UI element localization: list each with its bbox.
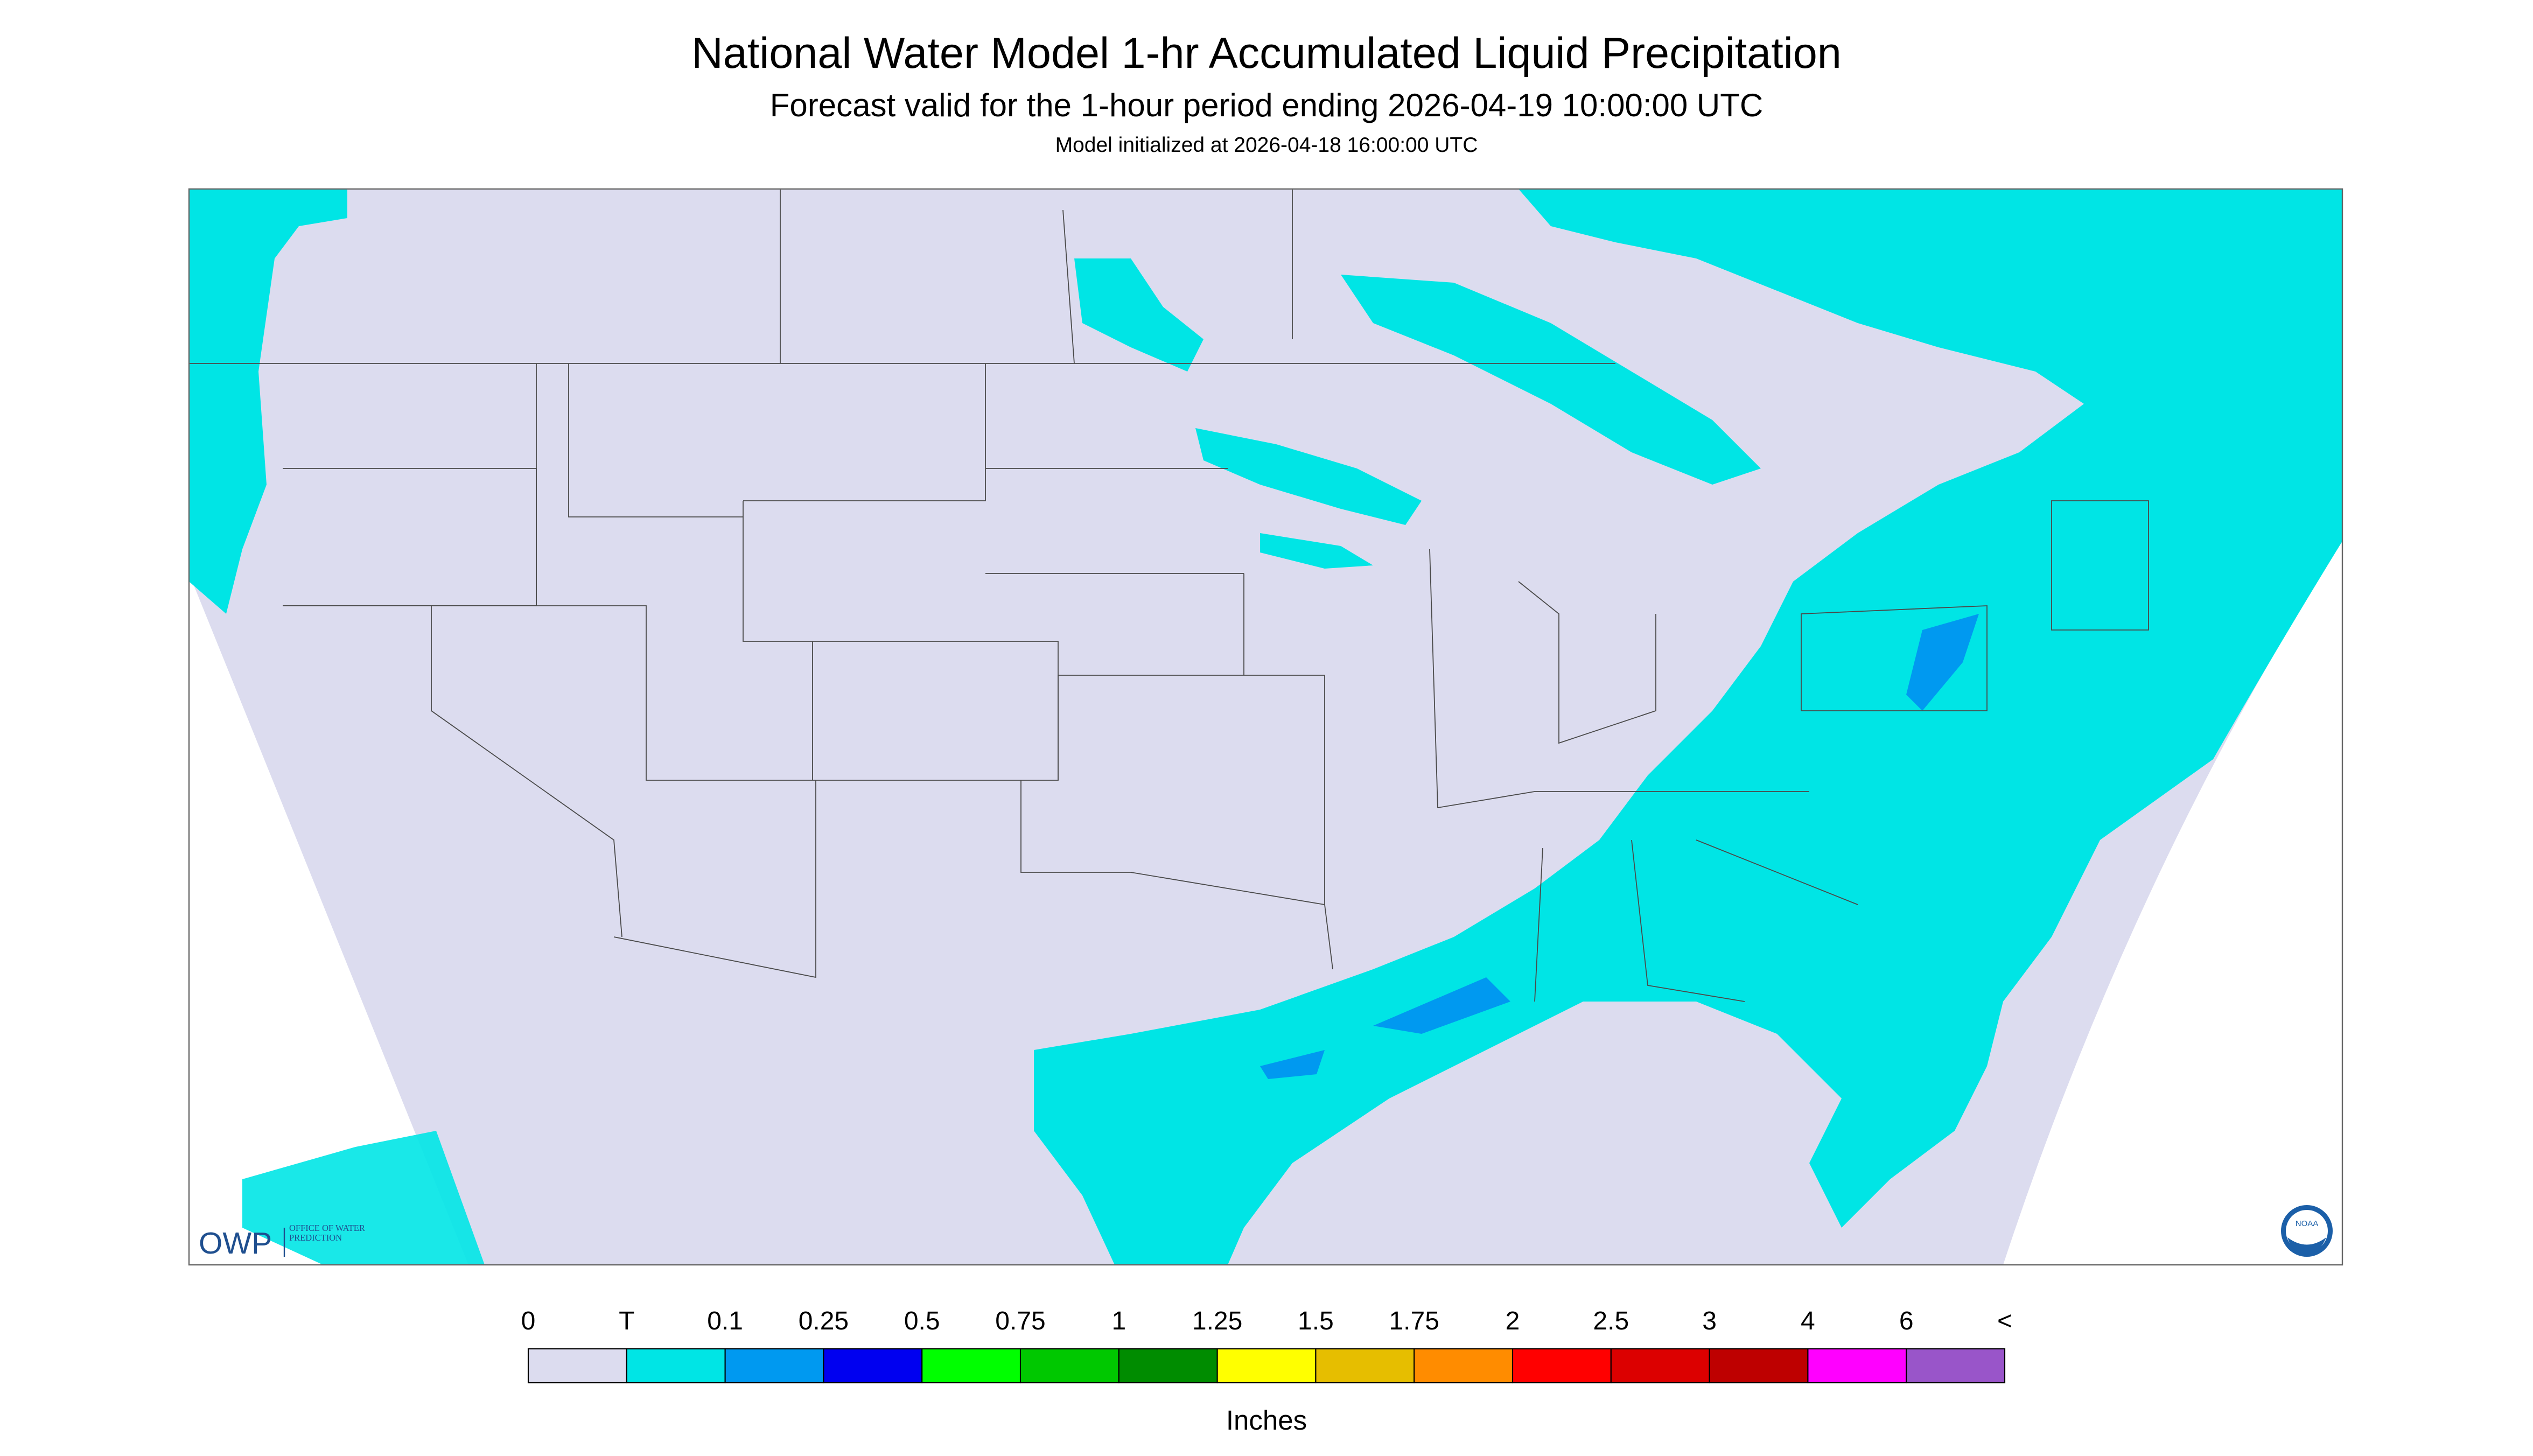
colorbar-label: 1.25 xyxy=(1192,1307,1242,1335)
colorbar-box xyxy=(1019,1348,1119,1384)
colorbar-unit: Inches xyxy=(1226,1405,1307,1436)
colorbar-label: 0.75 xyxy=(995,1307,1045,1335)
colorbar: 0 T 0.1 0.25 0.5 0.75 1 1.25 1.5 1.75 2 2.5 3 4 6 < xyxy=(521,1307,2012,1384)
colorbar-box xyxy=(1610,1348,1710,1384)
colorbar-box xyxy=(1512,1348,1612,1384)
colorbar-label: 1.75 xyxy=(1389,1307,1439,1335)
colorbar-label: 0.25 xyxy=(799,1307,849,1335)
colorbar-box xyxy=(527,1348,627,1384)
colorbar-label: 4 xyxy=(1801,1307,1815,1335)
noaa-mark: NOAA xyxy=(2296,1219,2319,1228)
colorbar-box xyxy=(1216,1348,1317,1384)
map: OWP OFFICE OF WATER PREDICTION NOAA xyxy=(188,188,2343,1266)
boundaries xyxy=(189,189,2149,1002)
title: National Water Model 1-hr Accumulated Li… xyxy=(691,29,1842,78)
colorbar-box xyxy=(1118,1348,1218,1384)
colorbar-box xyxy=(1807,1348,1907,1384)
subtitle: Forecast valid for the 1-hour period end… xyxy=(770,87,1763,123)
colorbar-box xyxy=(1315,1348,1415,1384)
colorbar-label: 0.5 xyxy=(904,1307,940,1335)
colorbar-label: 1 xyxy=(1111,1307,1126,1335)
owp-logo: OWP OFFICE OF WATER PREDICTION xyxy=(199,1224,365,1261)
colorbar-label: 0 xyxy=(521,1307,536,1335)
colorbar-box xyxy=(1414,1348,1514,1384)
colorbar-label: < xyxy=(1997,1307,2012,1335)
colorbar-box xyxy=(724,1348,824,1384)
owp-mark: OWP xyxy=(199,1226,272,1261)
colorbar-label: 3 xyxy=(1702,1307,1717,1335)
moderate-precip xyxy=(1260,614,1979,1080)
colorbar-label: 2 xyxy=(1506,1307,1520,1335)
colorbar-box xyxy=(823,1348,923,1384)
colorbar-label: 6 xyxy=(1899,1307,1914,1335)
colorbar-box xyxy=(921,1348,1021,1384)
colorbar-label: 1.5 xyxy=(1298,1307,1334,1335)
colorbar-label: T xyxy=(619,1307,634,1335)
colorbar-label: 0.1 xyxy=(707,1307,743,1335)
precip-areas xyxy=(189,189,2342,1265)
owp-name: OFFICE OF WATER PREDICTION xyxy=(289,1224,365,1244)
colorbar-box xyxy=(1906,1348,2006,1384)
init-time: Model initialized at 2026-04-18 16:00:00… xyxy=(1055,134,1478,157)
colorbar-box xyxy=(1709,1348,1809,1384)
noaa-logo: NOAA xyxy=(2281,1205,2333,1257)
colorbar-box xyxy=(626,1348,726,1384)
colorbar-label: 2.5 xyxy=(1593,1307,1629,1335)
